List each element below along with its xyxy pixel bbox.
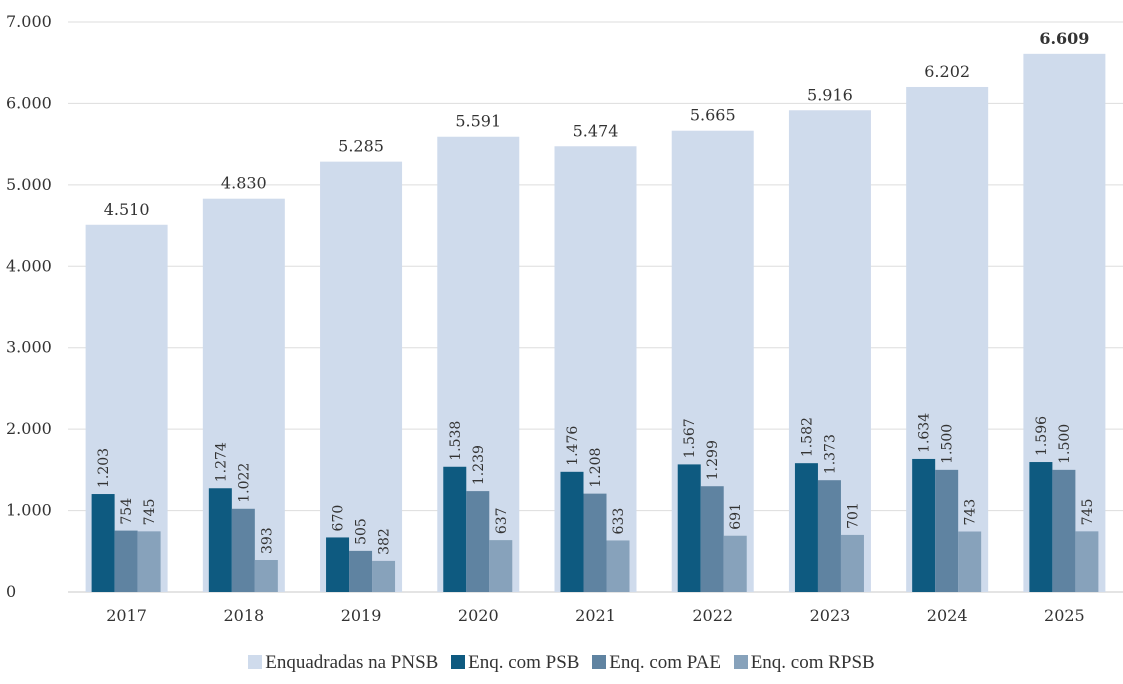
data-label-enquadradas: 5.665	[690, 106, 736, 125]
data-label-enquadradas: 6.609	[1039, 29, 1089, 48]
data-label-rpsb: 743	[963, 499, 979, 526]
data-label-psb: 1.274	[213, 442, 229, 482]
data-label-rpsb: 633	[611, 508, 627, 535]
y-tick-label: 2.000	[6, 419, 52, 438]
legend-label-psb: Enq. com PSB	[468, 652, 580, 673]
y-tick-label: 6.000	[6, 93, 52, 112]
data-label-rpsb: 691	[728, 503, 744, 530]
y-tick-label: 3.000	[6, 338, 52, 357]
bar-pae	[700, 486, 724, 592]
bar-rpsb	[840, 534, 864, 592]
bar-psb	[794, 463, 818, 592]
x-tick-label: 2023	[810, 606, 851, 625]
x-tick-label: 2019	[341, 606, 382, 625]
x-tick-label: 2020	[458, 606, 499, 625]
bar-rpsb	[958, 531, 982, 592]
legend-swatch-rpsb	[733, 655, 748, 669]
legend: Enquadradas na PNSB Enq. com PSB Enq. co…	[0, 652, 1123, 674]
data-label-enquadradas: 5.916	[807, 85, 853, 104]
bar-pae	[466, 491, 490, 592]
bar-rpsb	[254, 559, 278, 592]
data-label-pae: 754	[119, 498, 135, 525]
data-label-enquadradas: 5.285	[338, 137, 384, 156]
legend-swatch-pnsb	[248, 655, 263, 669]
bar-psb	[560, 471, 584, 592]
bar-pae	[231, 508, 255, 592]
bar-rpsb	[606, 540, 630, 592]
bar-pae	[114, 530, 138, 592]
data-label-pae: 505	[354, 518, 370, 545]
bar-rpsb	[723, 535, 747, 592]
bar-rpsb	[1075, 531, 1099, 592]
bar-pae	[935, 469, 959, 592]
y-tick-label: 5.000	[6, 175, 52, 194]
data-label-enquadradas: 5.474	[573, 121, 619, 140]
legend-label-rpsb: Enq. com RPSB	[750, 652, 875, 673]
data-label-pae: 1.239	[471, 445, 487, 485]
bar-chart: 0 1.000 2.000 3.000 4.000 5.000 6.000 7.000 4.5…	[6, 12, 1123, 625]
data-label-psb: 1.538	[448, 421, 464, 461]
data-label-enquadradas: 4.510	[104, 200, 150, 219]
bar-enquadradas	[320, 161, 403, 592]
bar-rpsb	[137, 531, 161, 592]
y-tick-label: 7.000	[6, 12, 52, 31]
bar-pae	[583, 493, 607, 592]
x-tick-label: 2022	[692, 606, 733, 625]
data-label-psb: 670	[331, 505, 347, 532]
data-label-psb: 1.567	[682, 418, 698, 458]
data-label-pae: 1.022	[236, 463, 252, 503]
data-label-psb: 1.476	[565, 426, 581, 466]
x-tick-label: 2017	[106, 606, 147, 625]
data-label-enquadradas: 5.591	[455, 112, 501, 131]
data-label-pae: 1.299	[705, 440, 721, 480]
data-label-pae: 1.208	[588, 448, 604, 488]
data-label-psb: 1.203	[96, 448, 112, 488]
legend-item-pnsb: Enquadradas na PNSB	[248, 652, 438, 674]
legend-item-pae: Enq. com PAE	[592, 652, 721, 674]
bar-pae	[1052, 469, 1076, 592]
legend-label-pnsb: Enquadradas na PNSB	[265, 652, 439, 673]
data-label-pae: 1.373	[822, 434, 838, 474]
data-label-rpsb: 701	[845, 502, 861, 529]
y-tick-label: 1.000	[6, 501, 52, 520]
legend-item-rpsb: Enq. com RPSB	[733, 652, 875, 674]
legend-swatch-psb	[451, 655, 466, 669]
y-tick-label: 4.000	[6, 256, 52, 275]
x-tick-label: 2024	[927, 606, 968, 625]
x-tick-label: 2021	[575, 606, 616, 625]
x-tick-label: 2018	[223, 606, 264, 625]
y-axis: 0 1.000 2.000 3.000 4.000 5.000 6.000 7.000	[6, 12, 52, 601]
data-label-enquadradas: 6.202	[924, 62, 970, 81]
bar-psb	[208, 488, 232, 592]
data-label-rpsb: 637	[494, 507, 510, 534]
data-label-pae: 1.500	[1057, 424, 1073, 464]
x-tick-label: 2025	[1044, 606, 1085, 625]
data-labels: 4.510 1.203 754 745 4.830 1.274 1.022 393 5.285 6…	[96, 29, 1096, 555]
bar-psb	[326, 537, 350, 592]
legend-label-pae: Enq. com PAE	[609, 652, 721, 673]
bar-rpsb	[372, 560, 396, 592]
data-label-rpsb: 745	[1080, 499, 1096, 526]
bar-pae	[349, 550, 373, 592]
data-label-rpsb: 382	[377, 528, 393, 555]
bars	[85, 53, 1106, 593]
legend-swatch-pae	[592, 655, 607, 669]
bar-psb	[91, 494, 115, 592]
bar-rpsb	[489, 540, 513, 592]
data-label-enquadradas: 4.830	[221, 174, 267, 193]
x-axis: 2017 2018 2019 2020 2021 2022 2023 2024 2025	[106, 606, 1084, 625]
data-label-psb: 1.634	[917, 413, 933, 453]
legend-item-psb: Enq. com PSB	[451, 652, 579, 674]
y-tick-label: 0	[6, 582, 16, 601]
data-label-psb: 1.582	[799, 417, 815, 457]
data-label-pae: 1.500	[940, 424, 956, 464]
bar-psb	[1029, 462, 1053, 592]
bar-psb	[677, 464, 701, 592]
bar-pae	[817, 480, 841, 592]
data-label-rpsb: 745	[142, 499, 158, 526]
bar-psb	[443, 466, 467, 592]
data-label-psb: 1.596	[1034, 416, 1050, 456]
bar-psb	[912, 458, 936, 592]
data-label-rpsb: 393	[259, 527, 275, 554]
